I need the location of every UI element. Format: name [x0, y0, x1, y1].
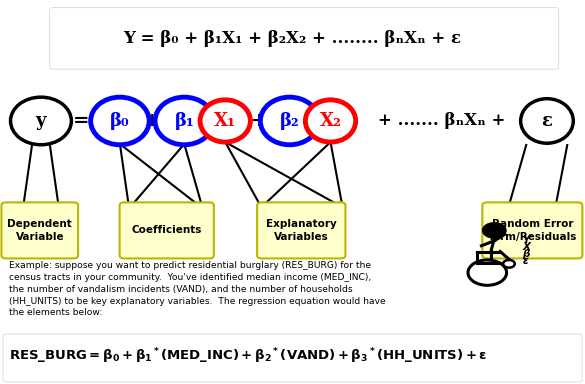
- FancyBboxPatch shape: [257, 202, 345, 258]
- Ellipse shape: [155, 97, 214, 145]
- Text: X₁: X₁: [214, 112, 236, 130]
- FancyBboxPatch shape: [50, 8, 559, 69]
- Text: β: β: [522, 249, 530, 259]
- Ellipse shape: [305, 100, 356, 142]
- Text: Y: Y: [522, 235, 530, 245]
- Text: β₂: β₂: [280, 112, 300, 130]
- Ellipse shape: [11, 97, 71, 145]
- Text: +: +: [251, 112, 267, 130]
- Ellipse shape: [91, 97, 149, 145]
- Text: +: +: [144, 112, 160, 130]
- Text: X: X: [522, 242, 531, 252]
- FancyBboxPatch shape: [119, 202, 214, 258]
- Text: =: =: [73, 112, 89, 130]
- Text: $\bf{RES\_BURG = \beta_0 + \beta_1}^*\bf{(MED\_INC) + \beta_2}^*\bf{(VAND) + \be: $\bf{RES\_BURG = \beta_0 + \beta_1}^*\bf…: [9, 346, 487, 366]
- Text: Coefficients: Coefficients: [132, 225, 202, 235]
- Text: ε: ε: [522, 256, 528, 266]
- Ellipse shape: [200, 100, 250, 142]
- Text: y: y: [36, 112, 46, 130]
- Text: Explanatory
Variables: Explanatory Variables: [266, 219, 336, 242]
- Text: Example: suppose you want to predict residential burglary (RES_BURG) for the
cen: Example: suppose you want to predict res…: [9, 261, 386, 317]
- Text: + ....... βₙXₙ +: + ....... βₙXₙ +: [378, 113, 505, 129]
- Ellipse shape: [260, 97, 319, 145]
- Text: ε: ε: [542, 112, 552, 130]
- Text: Y = β₀ + β₁X₁ + β₂X₂ + ........ βₙXₙ + ε: Y = β₀ + β₁X₁ + β₂X₂ + ........ βₙXₙ + ε: [123, 30, 462, 47]
- FancyBboxPatch shape: [2, 202, 78, 258]
- FancyBboxPatch shape: [3, 334, 582, 382]
- FancyBboxPatch shape: [482, 202, 583, 258]
- Ellipse shape: [521, 99, 573, 143]
- Text: Dependent
Variable: Dependent Variable: [8, 219, 72, 242]
- Text: β₀: β₀: [110, 112, 130, 130]
- Text: Random Error
Term/Residuals: Random Error Term/Residuals: [488, 219, 577, 242]
- Text: β₁: β₁: [174, 112, 194, 130]
- Text: X₂: X₂: [319, 112, 342, 130]
